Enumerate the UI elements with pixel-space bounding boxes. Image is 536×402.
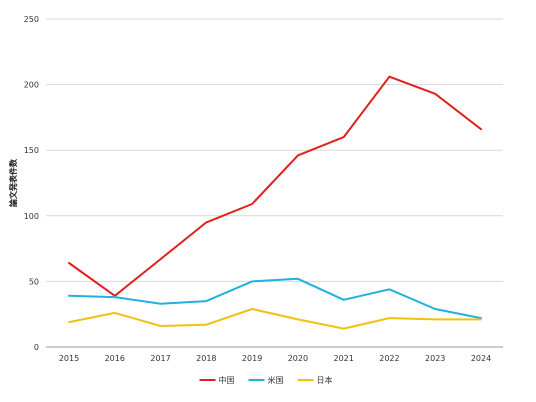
- x-tick-label: 2022: [379, 354, 399, 363]
- legend-label-2: 日本: [317, 375, 333, 385]
- y-tick-label: 200: [24, 81, 39, 90]
- series-line-0: [68, 75, 482, 297]
- gridlines: [46, 18, 503, 348]
- y-tick-label: 250: [24, 15, 39, 24]
- x-tick-label: 2021: [333, 354, 353, 363]
- x-tick-label: 2024: [471, 354, 491, 363]
- x-tick-label: 2023: [425, 354, 445, 363]
- x-tick-label: 2015: [59, 354, 79, 363]
- y-axis-title: 論文発表件数: [8, 158, 18, 207]
- legend: 中国 米国 日本: [199, 375, 333, 385]
- series-line-2: [68, 308, 482, 330]
- series-lines: [68, 75, 482, 330]
- x-tick-label: 2017: [150, 354, 170, 363]
- y-tick-label: 100: [24, 212, 39, 221]
- y-tick-labels: 0 50 100 150 200 250: [24, 15, 39, 352]
- x-tick-label: 2018: [196, 354, 216, 363]
- y-tick-label: 50: [29, 277, 39, 286]
- y-tick-label: 0: [34, 343, 39, 352]
- x-tick-label: 2016: [105, 354, 125, 363]
- x-tick-label: 2020: [288, 354, 308, 363]
- x-tick-labels: 2015 2016 2017 2018 2019 2020 2021 2022 2023 2024: [59, 354, 491, 363]
- legend-label-0: 中国: [219, 375, 235, 385]
- x-tick-label: 2019: [242, 354, 262, 363]
- series-line-1: [68, 277, 482, 320]
- legend-label-1: 米国: [268, 375, 284, 385]
- y-tick-label: 150: [24, 146, 39, 155]
